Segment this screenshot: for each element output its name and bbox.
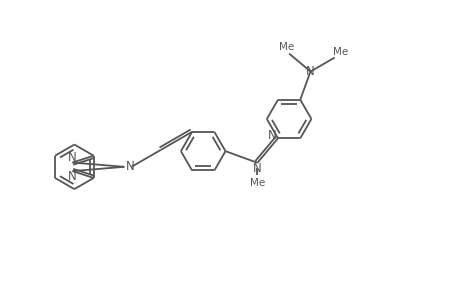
Text: N: N <box>126 160 135 173</box>
Text: N: N <box>68 151 77 164</box>
Text: N: N <box>267 129 276 142</box>
Text: N: N <box>68 170 77 183</box>
Text: N: N <box>252 162 261 175</box>
Text: Me: Me <box>249 178 264 188</box>
Text: Me: Me <box>279 42 294 52</box>
Text: N: N <box>306 64 314 78</box>
Text: Me: Me <box>333 47 348 58</box>
